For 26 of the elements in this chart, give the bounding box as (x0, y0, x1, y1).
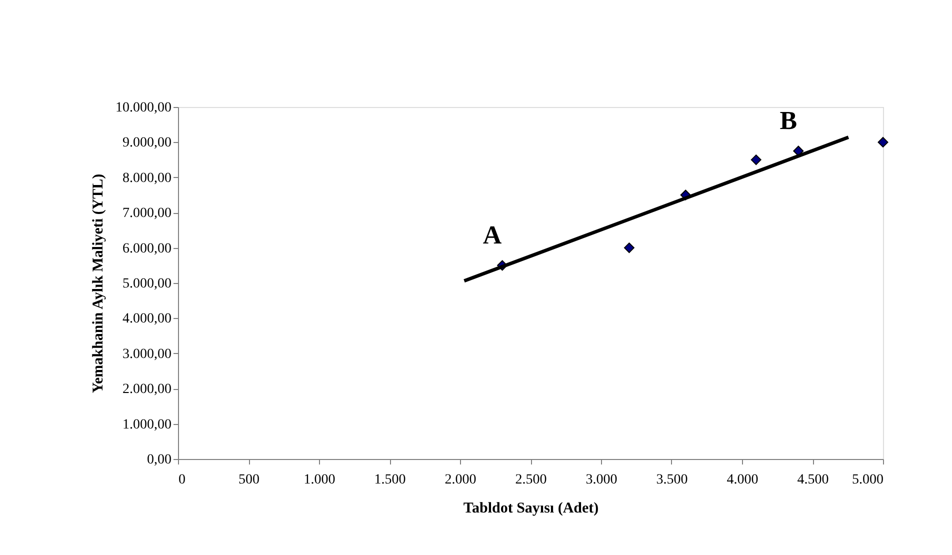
x-tick-label: 1.000 (304, 472, 336, 488)
x-tick-label: 2.500 (515, 472, 547, 488)
x-tick-label: 2.000 (444, 472, 476, 488)
y-tick-label: 6.000,00 (122, 241, 172, 256)
x-tick-label: 5.000 (852, 472, 884, 488)
x-tick-label: 1.500 (374, 472, 406, 488)
annotation: B (780, 106, 798, 135)
x-tick-label: 3.500 (656, 472, 688, 488)
x-tick-label: 4.000 (726, 472, 758, 488)
y-tick-label: 2.000,00 (122, 382, 172, 398)
x-axis-title: Tabldot Sayısı (Adet) (463, 500, 599, 516)
y-tick-label: 7.000,00 (122, 206, 172, 222)
y-tick-label: 0,00 (147, 452, 172, 468)
y-tick-label: 3.000,00 (122, 346, 172, 362)
x-tick-label: 500 (238, 472, 260, 488)
y-tick-label: 1.000,00 (122, 417, 172, 432)
y-tick-label: 5.000,00 (122, 276, 172, 292)
y-axis-title: Yemakhanin Aylık Maliyeti (YTL) (90, 174, 106, 394)
annotation: A (482, 220, 502, 250)
y-tick-label: 9.000,00 (122, 136, 172, 151)
y-tick-label: 4.000,00 (122, 312, 172, 327)
x-tick-label: 0 (178, 472, 186, 488)
y-tick-label: 8.000,00 (122, 170, 172, 186)
x-tick-label: 3.000 (586, 472, 618, 488)
y-tick-label: 10.000,00 (116, 100, 172, 116)
x-tick-label: 4.500 (797, 472, 829, 488)
